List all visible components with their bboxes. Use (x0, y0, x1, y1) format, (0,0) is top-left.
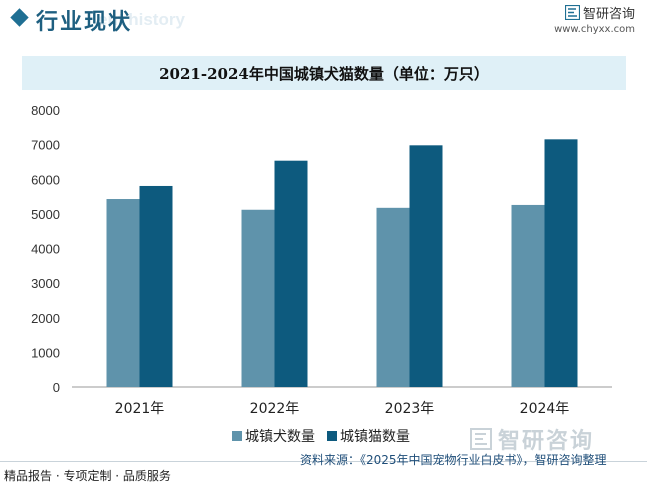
legend-swatch (327, 431, 337, 441)
bar-dog (106, 199, 140, 387)
y-tick-label: 4000 (31, 242, 60, 257)
brand-url: www.chyxx.com (554, 24, 635, 35)
bar-dog (241, 209, 275, 387)
bar-cat (139, 185, 173, 387)
footer-tagline: 精品报告 · 专项定制 · 品质服务 (4, 469, 171, 483)
legend-label: 城镇犬数量 (245, 429, 315, 445)
zhiyan-logo-icon (564, 5, 580, 20)
y-tick-label: 5000 (31, 207, 60, 222)
y-tick-label: 1000 (31, 345, 60, 360)
legend-swatch (232, 431, 242, 441)
brand-name: 智研咨询 (582, 7, 635, 22)
header: ent history 行业现状 智研咨询 www.chyxx.com (0, 0, 647, 44)
zhiyan-watermark-icon (470, 428, 492, 450)
legend-label: 城镇猫数量 (340, 429, 410, 445)
x-tick-label: 2021年 (115, 401, 165, 417)
source-note: 资料来源：《2025年中国宠物行业白皮书》，智研咨询整理 (300, 453, 607, 467)
y-tick-label: 0 (53, 380, 60, 395)
footer: 资料来源：《2025年中国宠物行业白皮书》，智研咨询整理 精品报告 · 专项定制… (0, 453, 647, 488)
brand: 智研咨询 www.chyxx.com (554, 3, 635, 35)
y-tick-label: 2000 (31, 311, 60, 326)
bottom-brand-watermark: 智研咨询 (470, 423, 594, 455)
bar-dog (376, 207, 410, 387)
y-tick-label: 7000 (31, 138, 60, 153)
x-tick-label: 2022年 (250, 401, 300, 417)
bar-cat (274, 160, 308, 387)
chart-title: 2021-2024年中国城镇犬猫数量（单位：万只） (159, 64, 489, 83)
bar-cat (544, 139, 578, 387)
bar-dog (511, 204, 545, 387)
section-title: 行业现状 (36, 10, 133, 35)
header-ghost-text: ent history (98, 10, 185, 29)
y-tick-label: 3000 (31, 276, 60, 291)
y-tick-label: 6000 (31, 172, 60, 187)
x-tick-label: 2023年 (385, 401, 435, 417)
y-tick-label: 8000 (31, 103, 60, 118)
chart-title-bar: 2021-2024年中国城镇犬猫数量（单位：万只） (22, 56, 626, 90)
x-tick-label: 2024年 (520, 401, 570, 417)
bar-cat (409, 145, 443, 387)
bottom-brand-name: 智研咨询 (498, 429, 595, 454)
